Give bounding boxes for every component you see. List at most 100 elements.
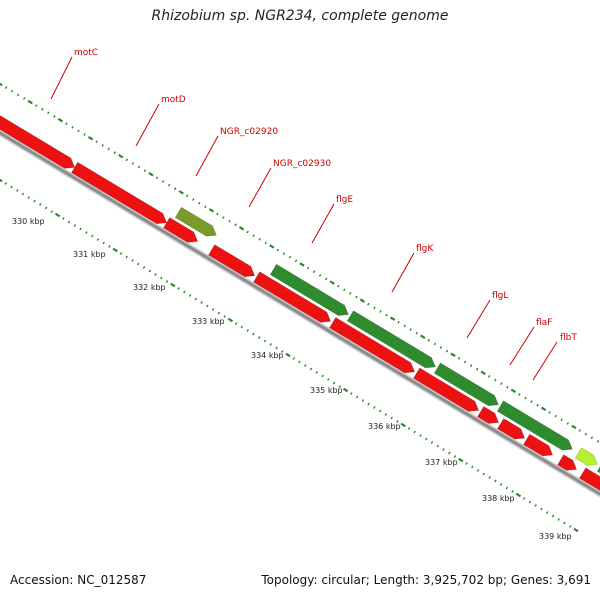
gene-NGR_c02930[interactable] [208, 244, 256, 278]
major-tick [510, 388, 517, 394]
kbp-label: 331 kbp [73, 250, 106, 259]
gene-motC[interactable] [0, 113, 76, 169]
minor-tick [204, 205, 207, 209]
minor-tick [584, 432, 588, 436]
minor-tick [566, 421, 570, 425]
minor-tick [332, 381, 336, 385]
label-leader [195, 135, 219, 177]
label-leaders [50, 56, 558, 381]
gene-flgK[interactable] [346, 310, 436, 369]
minor-tick [228, 219, 231, 223]
minor-tick [160, 276, 163, 280]
gene-flgE[interactable] [269, 263, 349, 316]
gene-flbT[interactable] [574, 447, 598, 466]
major-tick [238, 226, 245, 231]
gene-label-flaF[interactable]: flaF [536, 318, 552, 328]
outer-tick-track [0, 82, 600, 443]
minor-tick [177, 287, 180, 290]
major-tick [359, 298, 366, 303]
gene-label-motD[interactable]: motD [161, 95, 186, 105]
major-tick [515, 492, 522, 498]
minor-tick [436, 444, 440, 448]
kbp-label: 337 kbp [425, 458, 458, 467]
accession-text: Accession: NC_012587 [10, 573, 147, 587]
gene-track [0, 113, 600, 493]
minor-tick [530, 400, 533, 404]
minor-tick [488, 476, 491, 479]
major-tick [571, 424, 577, 430]
minor-tick [315, 371, 319, 374]
minor-tick [188, 294, 192, 297]
minor-tick [258, 237, 261, 241]
minor-tick [442, 448, 445, 451]
minor-tick [137, 165, 141, 169]
major-tick [299, 262, 305, 267]
gene-label-flgE[interactable]: flgE [336, 195, 353, 205]
gene-label-flgK[interactable]: flgK [416, 244, 434, 254]
minor-tick [415, 331, 419, 335]
major-tick [112, 247, 118, 253]
minor-tick [338, 385, 342, 388]
gene-label-motC[interactable]: motC [74, 48, 98, 58]
gene-r-next3[interactable] [579, 467, 600, 493]
label-leader [311, 203, 335, 244]
minor-tick [548, 411, 551, 414]
minor-tick [471, 465, 474, 469]
major-tick [400, 422, 406, 428]
gene-f-next[interactable] [596, 461, 600, 480]
gene-motD[interactable] [71, 161, 168, 225]
gene-flgK-r[interactable] [329, 317, 416, 374]
minor-tick [107, 147, 110, 151]
minor-tick [280, 350, 284, 353]
gene-label-flbT[interactable]: flbT [560, 333, 577, 343]
major-tick [208, 208, 215, 213]
minor-tick [161, 180, 165, 183]
gene-label-NGR_c02920[interactable]: NGR_c02920 [220, 127, 278, 137]
minor-tick [96, 238, 100, 241]
gene-flgL[interactable] [433, 362, 499, 407]
label-leader [391, 252, 415, 293]
minor-tick [563, 521, 566, 525]
minor-tick [469, 364, 473, 367]
minor-tick [50, 210, 54, 213]
kbp-label: 336 kbp [368, 422, 401, 431]
gene-flgL-r[interactable] [413, 367, 480, 412]
minor-tick [522, 497, 526, 500]
minor-tick [534, 504, 537, 507]
minor-tick [101, 143, 104, 147]
gene-NGR_c02920[interactable] [174, 206, 217, 237]
minor-tick [500, 382, 503, 386]
gene-r-next[interactable] [523, 433, 554, 457]
gene-flbT-r[interactable] [497, 418, 526, 440]
gene-flaF-r[interactable] [477, 406, 500, 424]
minor-tick [463, 360, 467, 364]
gene-label-NGR_c02930[interactable]: NGR_c02930 [273, 159, 331, 169]
minor-tick [413, 430, 416, 434]
minor-tick [433, 342, 437, 346]
minor-tick [198, 201, 201, 205]
gene-motD-tail[interactable] [163, 217, 199, 243]
major-tick [342, 387, 349, 393]
minor-tick [65, 122, 68, 126]
minor-tick [321, 374, 324, 378]
minor-tick [83, 133, 86, 136]
gene-label-flgL[interactable]: flgL [492, 291, 508, 301]
minor-tick [192, 198, 195, 201]
genome-backbone [0, 129, 600, 498]
kbp-label: 334 kbp [251, 351, 284, 360]
minor-tick [349, 291, 352, 295]
minor-tick [234, 322, 238, 325]
gene-flgE-r[interactable] [253, 271, 332, 323]
minor-tick [222, 216, 225, 219]
gene-r-next2[interactable] [557, 454, 578, 471]
gene-flaF[interactable] [496, 400, 573, 451]
minor-tick [465, 462, 468, 465]
kbp-label: 333 kbp [192, 317, 225, 326]
minor-tick [596, 440, 600, 443]
minor-tick [200, 301, 203, 304]
genome-summary-text: Topology: circular; Length: 3,925,702 bp… [261, 573, 591, 587]
minor-tick [21, 192, 25, 196]
major-tick [0, 178, 3, 183]
minor-tick [185, 194, 189, 198]
minor-tick [62, 217, 65, 220]
